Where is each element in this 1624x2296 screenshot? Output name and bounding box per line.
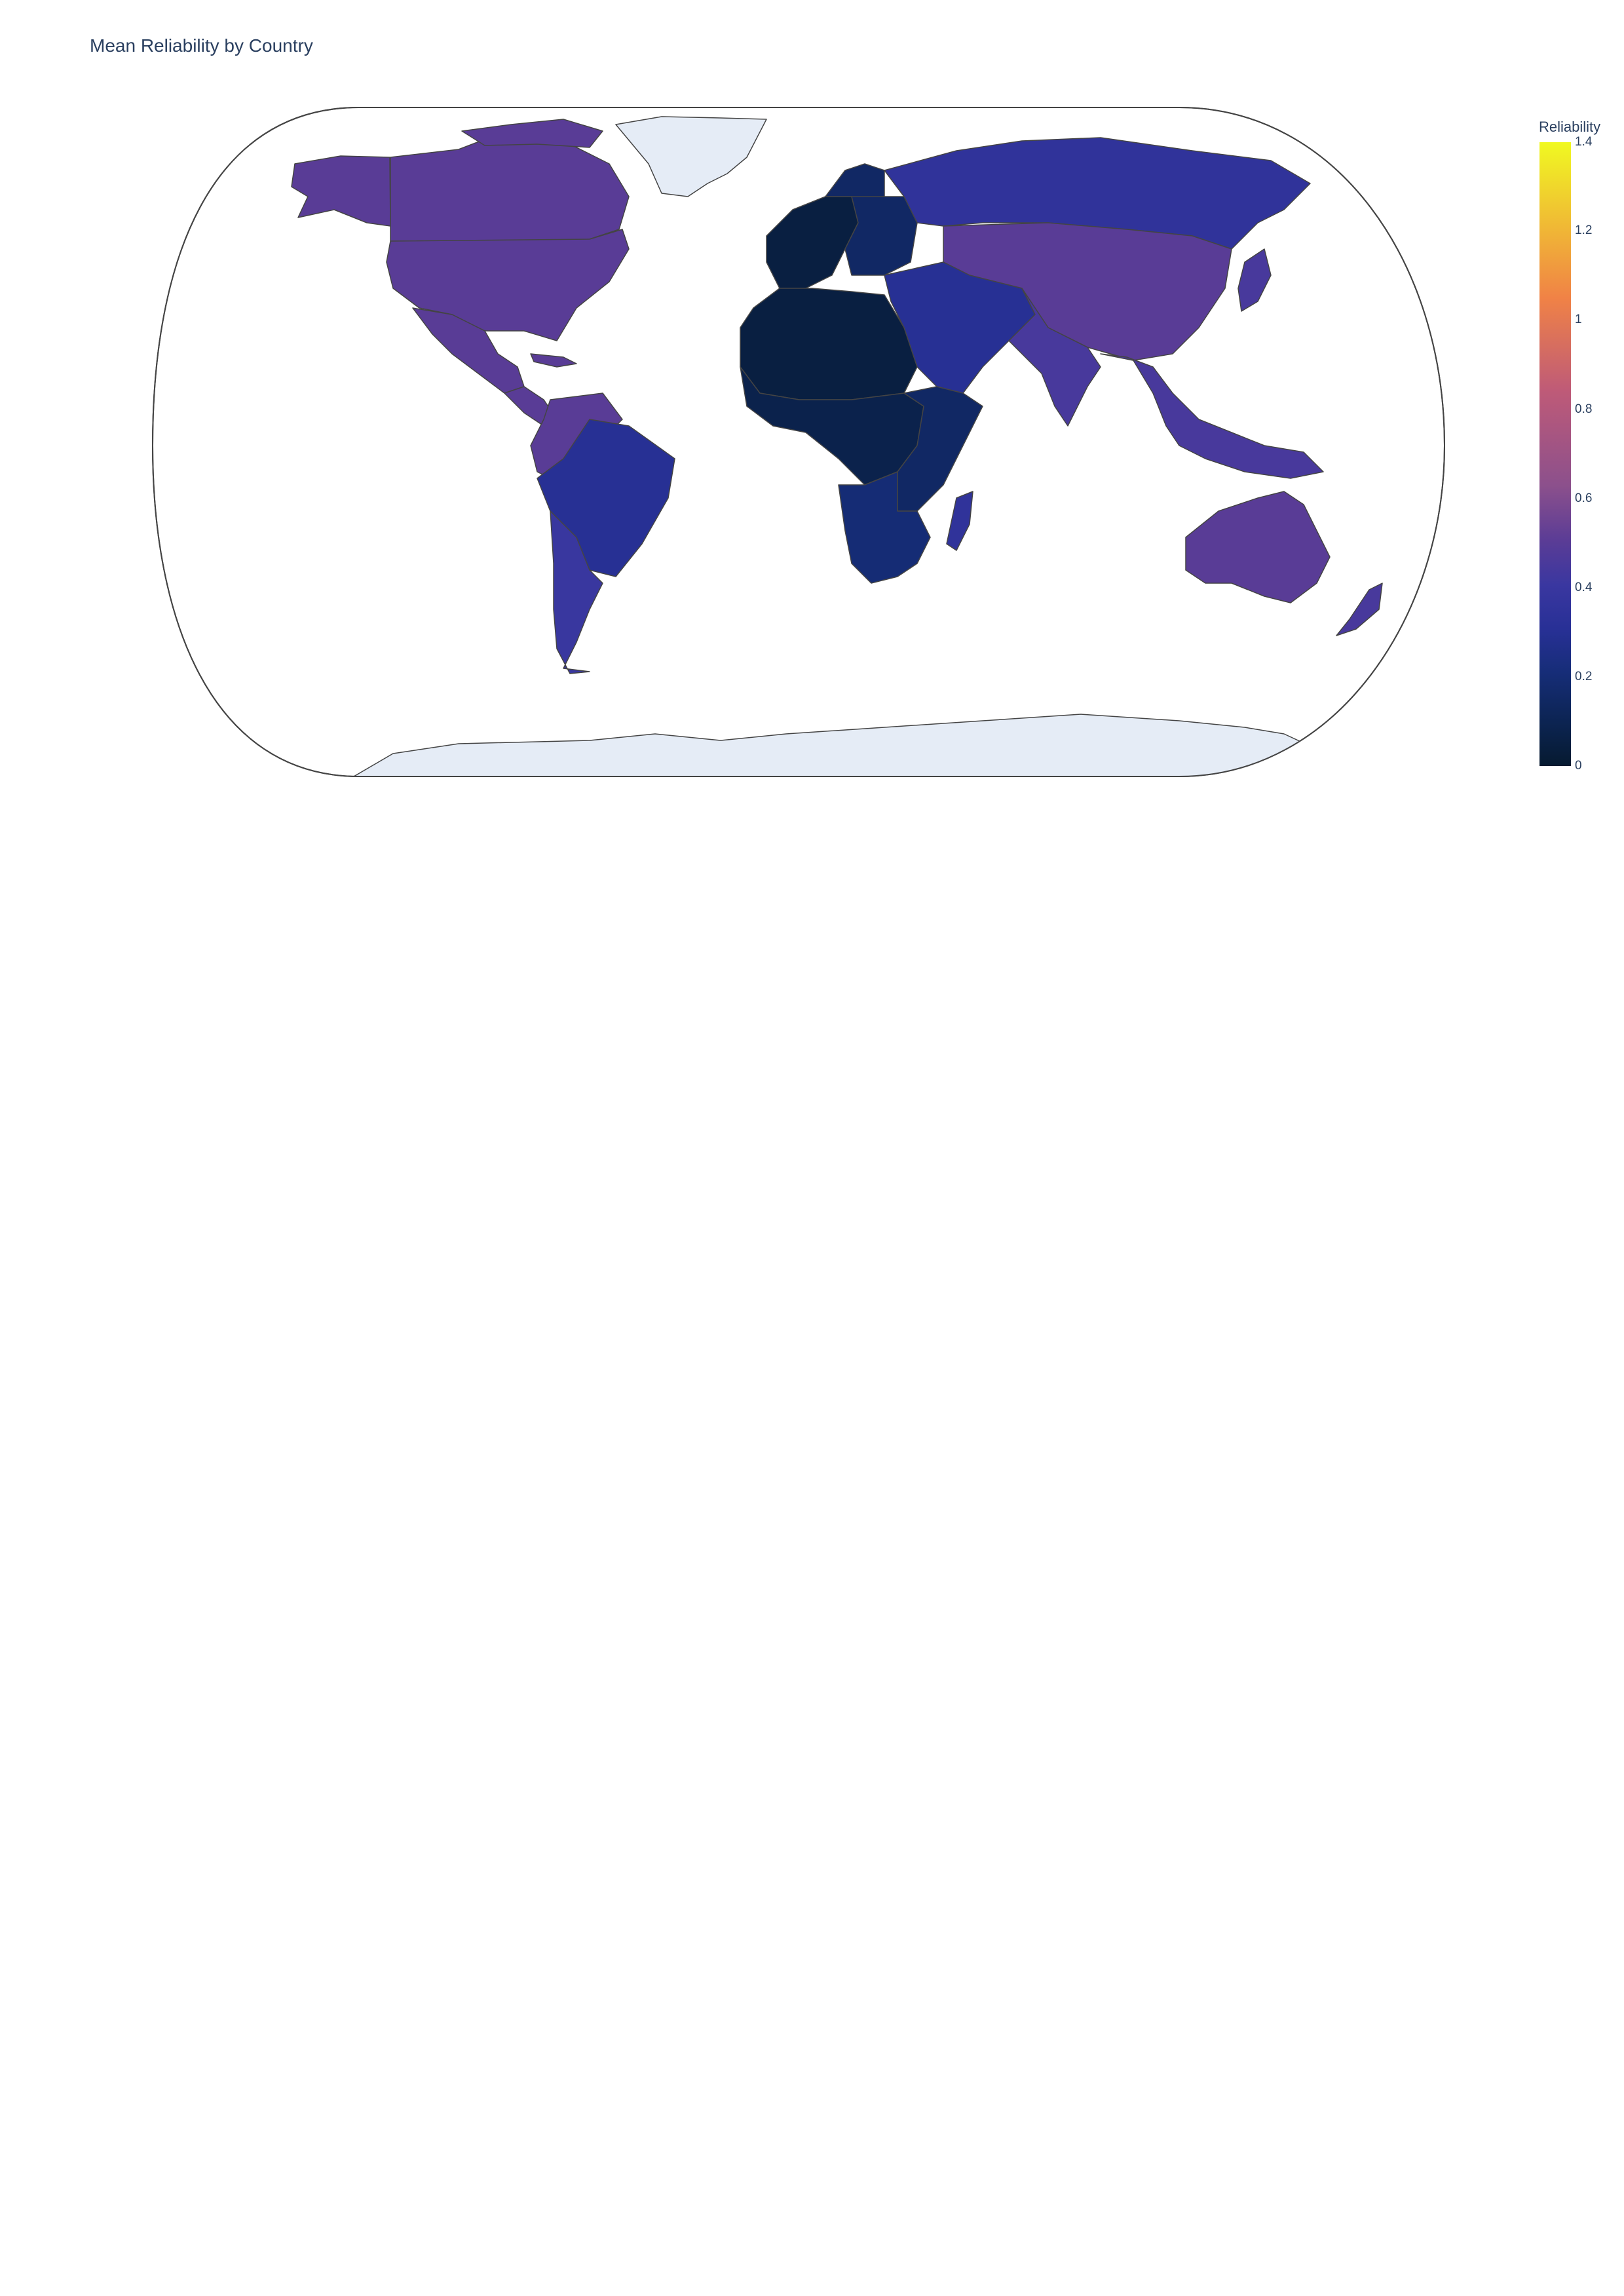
colorbar-tick: 0 bbox=[1575, 759, 1582, 773]
country-south-america-south[interactable] bbox=[550, 510, 603, 674]
colorbar-tick: 0.2 bbox=[1575, 670, 1593, 683]
colorbar-tick: 0.8 bbox=[1575, 402, 1593, 416]
country-east-africa[interactable] bbox=[897, 386, 983, 512]
country-north-africa[interactable] bbox=[740, 288, 918, 400]
country-brazil[interactable] bbox=[537, 419, 675, 577]
country-canada-arctic[interactable] bbox=[461, 119, 603, 148]
chart-title: Mean Reliability by Country bbox=[90, 35, 313, 56]
country-eastern-europe[interactable] bbox=[844, 196, 918, 276]
country-new-zealand[interactable] bbox=[1336, 583, 1383, 636]
colorbar-tick: 0.4 bbox=[1575, 581, 1593, 594]
colorbar-tick: 0.6 bbox=[1575, 491, 1593, 505]
country-australia[interactable] bbox=[1185, 491, 1331, 603]
country-usa[interactable] bbox=[386, 229, 630, 341]
country-southeast-asia[interactable] bbox=[1100, 353, 1324, 479]
colorbar-title: Reliability bbox=[1539, 119, 1601, 135]
country-india[interactable] bbox=[1008, 288, 1101, 427]
country-japan[interactable] bbox=[1237, 248, 1272, 312]
country-greenland[interactable] bbox=[615, 116, 767, 197]
country-russia[interactable] bbox=[884, 137, 1311, 250]
colorbar-tick: 1.2 bbox=[1575, 223, 1593, 237]
colorbar-gradient bbox=[1539, 142, 1571, 766]
colorbar-tick: 1 bbox=[1575, 313, 1582, 326]
country-caribbean[interactable] bbox=[530, 353, 577, 368]
country-southern-africa[interactable] bbox=[838, 471, 931, 584]
colorbar-tick: 1.4 bbox=[1575, 135, 1593, 149]
country-madagascar[interactable] bbox=[946, 491, 973, 551]
country-alaska[interactable] bbox=[291, 155, 391, 227]
